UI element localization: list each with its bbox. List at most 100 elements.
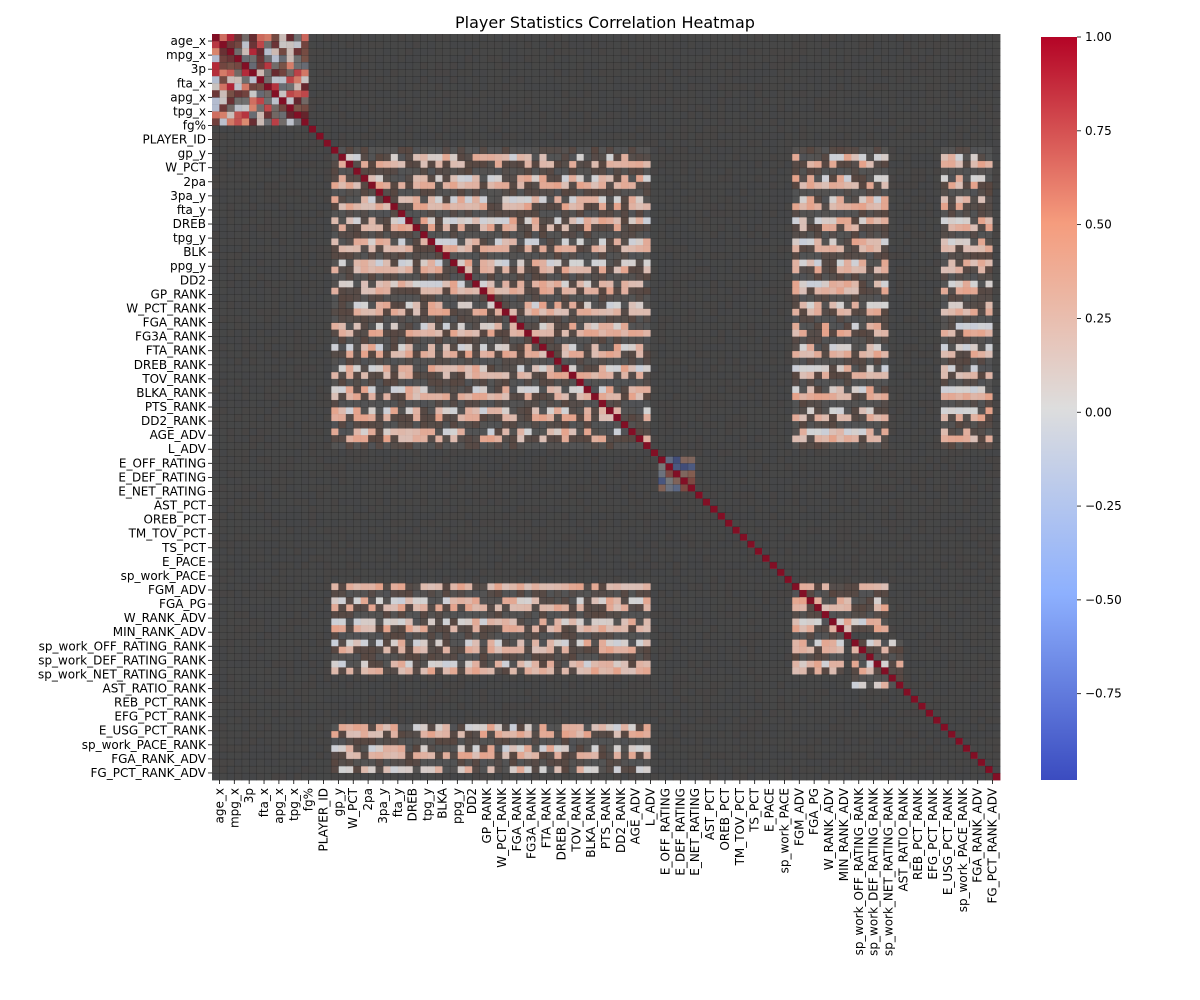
heatmap-cell [561, 343, 570, 352]
heatmap-cell [940, 266, 949, 274]
heatmap-cell [985, 350, 993, 359]
heatmap-cell [947, 266, 956, 274]
heatmap-cell [509, 308, 518, 316]
heatmap-cell [539, 160, 547, 169]
heatmap-cell [606, 329, 614, 338]
heatmap-cell [583, 301, 592, 309]
heatmap-cell [338, 280, 347, 288]
heatmap-cell [829, 224, 837, 232]
heatmap-cell [301, 76, 310, 84]
heatmap-cell [628, 280, 637, 288]
heatmap-cell [479, 216, 488, 225]
heatmap-cell [613, 202, 622, 211]
heatmap-cell [264, 34, 272, 42]
heatmap-cell [435, 174, 443, 183]
heatmap-cell [539, 259, 547, 267]
heatmap-cell [977, 350, 986, 359]
heatmap-cell [516, 280, 525, 288]
heatmap-cell [843, 287, 852, 295]
heatmap-cell [226, 48, 235, 56]
heatmap-cell [412, 195, 421, 204]
heatmap-cell [791, 153, 800, 162]
heatmap-cell [970, 287, 979, 295]
heatmap-cell [397, 245, 406, 253]
heatmap-cell [985, 160, 993, 169]
heatmap-cell [345, 160, 354, 169]
heatmap-cell [881, 329, 889, 338]
heatmap-cell [330, 146, 339, 155]
heatmap-cell [635, 350, 644, 359]
heatmap-cell [836, 216, 845, 225]
heatmap-cell [531, 224, 540, 232]
heatmap-cell [241, 118, 250, 126]
heatmap-cell [449, 280, 458, 288]
heatmap-cell [368, 287, 376, 295]
heatmap-cell [799, 259, 808, 267]
heatmap-cell [524, 301, 533, 309]
heatmap-cell [234, 83, 243, 91]
heatmap-cell [271, 118, 280, 126]
heatmap-cell [338, 160, 347, 169]
heatmap-cell [435, 280, 443, 288]
heatmap-cell [345, 280, 354, 288]
heatmap-cell [479, 245, 488, 253]
heatmap-cell [479, 308, 488, 316]
heatmap-cell [338, 174, 347, 183]
heatmap-cell [449, 287, 458, 295]
heatmap-cell [583, 195, 592, 204]
heatmap-cell [576, 181, 585, 190]
heatmap-cell [487, 294, 495, 302]
heatmap-cell [977, 266, 986, 274]
heatmap-cell [836, 259, 845, 267]
heatmap-cell [487, 301, 495, 309]
heatmap-cell [375, 280, 384, 288]
heatmap-cell [464, 195, 473, 204]
heatmap-cell [457, 259, 466, 267]
heatmap-cell [635, 174, 644, 183]
heatmap-cell [249, 97, 257, 105]
heatmap-cell [278, 41, 287, 49]
heatmap-cell [553, 301, 562, 309]
heatmap-cell [576, 174, 585, 183]
heatmap-cell [435, 245, 443, 253]
heatmap-cell [791, 329, 800, 338]
heatmap-cell [799, 238, 808, 246]
heatmap-cell [435, 308, 443, 316]
heatmap-cell [643, 238, 651, 246]
heatmap-cell [962, 216, 971, 225]
heatmap-cell [427, 350, 436, 359]
heatmap-cell [851, 301, 860, 309]
heatmap-cell [301, 118, 310, 126]
heatmap-cell [412, 174, 421, 183]
heatmap-cell [212, 34, 220, 42]
heatmap-cell [435, 153, 443, 162]
heatmap-cell [836, 266, 845, 274]
heatmap-cell [806, 259, 815, 267]
heatmap-cell [472, 280, 481, 288]
heatmap-cell [613, 160, 622, 169]
heatmap-cell [501, 202, 510, 211]
heatmap-cell [829, 181, 837, 190]
heatmap-cell [814, 202, 822, 211]
heatmap-cell [977, 174, 986, 183]
heatmap-cell [606, 308, 614, 316]
heatmap-cell [360, 202, 369, 211]
heatmap-cell [836, 195, 845, 204]
heatmap-cell [962, 238, 971, 246]
heatmap-cell [427, 216, 436, 225]
heatmap-cell [494, 322, 503, 330]
heatmap-cell [509, 224, 518, 232]
heatmap-cell [375, 343, 384, 352]
heatmap-cell [531, 329, 540, 338]
heatmap-cell [479, 322, 488, 330]
heatmap-cell [799, 216, 808, 225]
heatmap-cell [501, 266, 510, 274]
heatmap-cell [375, 308, 384, 316]
heatmap-cell [977, 216, 986, 225]
heatmap-cell [412, 308, 421, 316]
heatmap-cell [397, 216, 406, 225]
heatmap-cell [546, 266, 555, 274]
heatmap-cell [353, 167, 362, 176]
heatmap-cell [873, 343, 882, 352]
heatmap-cell [606, 174, 614, 183]
